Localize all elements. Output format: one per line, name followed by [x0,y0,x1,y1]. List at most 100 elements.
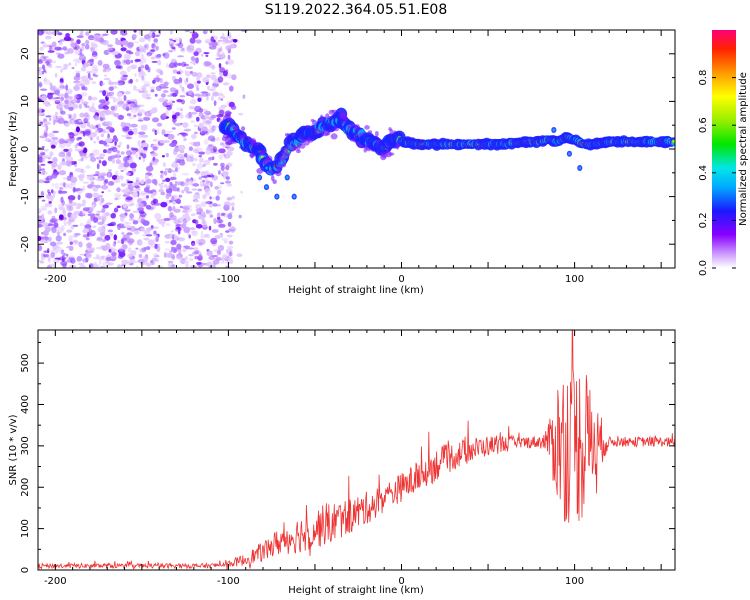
noise-blob [144,83,150,87]
noise-blob [203,30,208,33]
ridge-halo [355,124,360,129]
noise-blob [63,219,67,226]
noise-blob [93,34,99,38]
noise-blob [104,234,111,241]
noise-blob [155,131,160,134]
noise-blob [119,141,122,146]
ridge-halo [367,130,373,134]
noise-blob [91,231,96,234]
spectrogram-ytick-label: -10 [20,188,31,204]
ridge-halo [239,134,247,138]
noise-blob [51,162,58,168]
noise-blob [70,103,76,108]
noise-blob [101,261,107,268]
noise-blob [93,141,97,144]
noise-blob [175,224,182,227]
snr-ytick-label: 400 [20,395,31,414]
noise-blob [186,191,193,194]
noise-blob [126,113,132,117]
noise-blob [218,148,226,154]
noise-blob [70,118,76,125]
noise-blob [59,93,65,97]
noise-blob [67,95,74,100]
noise-blob [54,72,58,78]
colorbar-tick-label: 0.6 [698,117,709,133]
noise-blob [66,253,69,257]
noise-blob [157,54,161,58]
noise-blob [178,194,183,198]
noise-blob [85,165,91,169]
noise-blob [102,105,110,110]
noise-blob [126,232,133,236]
noise-blob [182,260,190,263]
noise-blob [107,148,114,151]
noise-blob [62,209,67,214]
noise-blob [179,113,184,120]
noise-blob [127,130,134,136]
noise-blob [195,208,204,213]
ridge-spur-core [552,128,556,132]
noise-blob [181,47,185,51]
snr-ytick-label: 300 [20,436,31,455]
noise-blob [151,60,158,63]
noise-blob [230,44,234,47]
noise-blob [119,226,126,229]
noise-blob [66,221,71,225]
noise-blob [135,78,139,83]
noise-blob [74,144,78,149]
noise-blob [145,246,151,251]
noise-blob [212,263,216,268]
noise-blob [104,144,110,147]
noise-blob [180,181,185,187]
noise-blob [189,257,194,262]
noise-blob [51,48,55,51]
noise-blob [91,247,96,252]
noise-blob [229,85,234,92]
noise-blob [216,189,222,195]
noise-blob [186,232,190,236]
noise-blob [137,119,144,122]
noise-blob [39,239,47,243]
noise-blob [169,38,173,41]
noise-blob [116,150,120,154]
noise-blob [43,180,51,184]
noise-blob [97,226,106,233]
noise-blob [141,73,147,77]
noise-blob [171,170,179,173]
noise-blob [139,212,147,217]
noise-blob [125,172,131,176]
noise-blob [169,176,177,181]
noise-blob [61,249,65,255]
noise-blob [87,184,93,189]
noise-blob [124,209,131,212]
noise-blob [132,191,138,198]
noise-blob [95,184,101,189]
noise-blob [58,214,64,220]
noise-blob [176,99,183,103]
noise-blob [85,252,92,259]
noise-blob [221,238,229,241]
noise-blob [192,162,196,167]
noise-blob [162,179,166,182]
noise-blob [160,174,163,179]
noise-blob [124,212,128,216]
noise-blob [49,151,54,157]
noise-blob [70,225,75,230]
noise-blob [130,59,134,64]
noise-blob [174,199,182,203]
noise-blob [181,172,190,176]
noise-blob [226,246,234,249]
noise-blob [66,38,74,42]
noise-blob [70,118,74,121]
noise-blob [110,213,116,219]
noise-blob [205,38,212,44]
noise-blob [194,249,200,255]
noise-blob [135,247,139,250]
noise-blob [198,151,205,155]
noise-blob [189,61,197,64]
noise-blob [152,156,156,161]
noise-blob [223,201,231,208]
noise-blob [109,110,116,115]
noise-blob [191,240,196,247]
